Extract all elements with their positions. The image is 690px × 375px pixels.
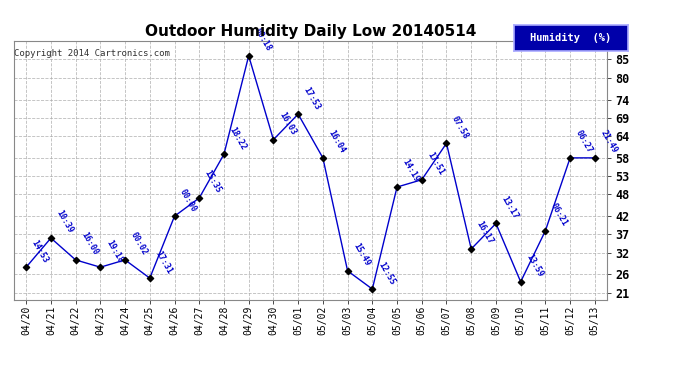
Text: 21:49: 21:49 bbox=[598, 129, 619, 155]
Text: 16:03: 16:03 bbox=[277, 111, 297, 137]
Point bbox=[441, 140, 452, 146]
Text: 19:18: 19:18 bbox=[104, 238, 124, 264]
Text: 14:53: 14:53 bbox=[30, 238, 50, 264]
Text: 17:51: 17:51 bbox=[426, 151, 446, 177]
Point bbox=[391, 184, 402, 190]
Text: 15:35: 15:35 bbox=[203, 169, 224, 195]
Text: 15:49: 15:49 bbox=[351, 242, 372, 268]
Text: 12:55: 12:55 bbox=[376, 260, 396, 286]
Point bbox=[342, 268, 353, 274]
Point bbox=[169, 213, 180, 219]
Point bbox=[194, 195, 205, 201]
Point bbox=[268, 136, 279, 142]
Text: 00:18: 00:18 bbox=[253, 27, 273, 53]
Title: Outdoor Humidity Daily Low 20140514: Outdoor Humidity Daily Low 20140514 bbox=[145, 24, 476, 39]
Text: 06:21: 06:21 bbox=[549, 202, 569, 228]
Point bbox=[119, 257, 130, 263]
Text: 10:39: 10:39 bbox=[55, 209, 75, 235]
Text: 16:00: 16:00 bbox=[79, 231, 99, 257]
Text: 16:04: 16:04 bbox=[326, 129, 347, 155]
Point bbox=[144, 275, 155, 281]
Point bbox=[95, 264, 106, 270]
Text: Copyright 2014 Cartronics.com: Copyright 2014 Cartronics.com bbox=[14, 48, 170, 57]
Point bbox=[466, 246, 477, 252]
Point bbox=[367, 286, 378, 292]
Text: 07:58: 07:58 bbox=[450, 114, 471, 140]
Text: Humidity  (%): Humidity (%) bbox=[531, 33, 611, 43]
Text: 16:17: 16:17 bbox=[475, 220, 495, 246]
Point bbox=[515, 279, 526, 285]
Point bbox=[21, 264, 32, 270]
Point bbox=[317, 155, 328, 161]
Text: 06:27: 06:27 bbox=[574, 129, 594, 155]
Text: 00:00: 00:00 bbox=[178, 187, 199, 213]
Text: 18:22: 18:22 bbox=[228, 125, 248, 151]
Point bbox=[219, 151, 230, 157]
Text: 17:31: 17:31 bbox=[153, 249, 174, 275]
Text: 00:02: 00:02 bbox=[129, 231, 149, 257]
Point bbox=[416, 177, 427, 183]
Point bbox=[46, 235, 57, 241]
Point bbox=[243, 53, 254, 59]
Point bbox=[491, 220, 502, 226]
Point bbox=[70, 257, 81, 263]
Point bbox=[589, 155, 600, 161]
Point bbox=[293, 111, 304, 117]
Text: 17:53: 17:53 bbox=[302, 85, 322, 111]
Text: 13:59: 13:59 bbox=[524, 253, 544, 279]
Text: 14:19: 14:19 bbox=[401, 158, 421, 184]
Point bbox=[540, 228, 551, 234]
Point bbox=[564, 155, 575, 161]
Text: 13:17: 13:17 bbox=[500, 194, 520, 220]
